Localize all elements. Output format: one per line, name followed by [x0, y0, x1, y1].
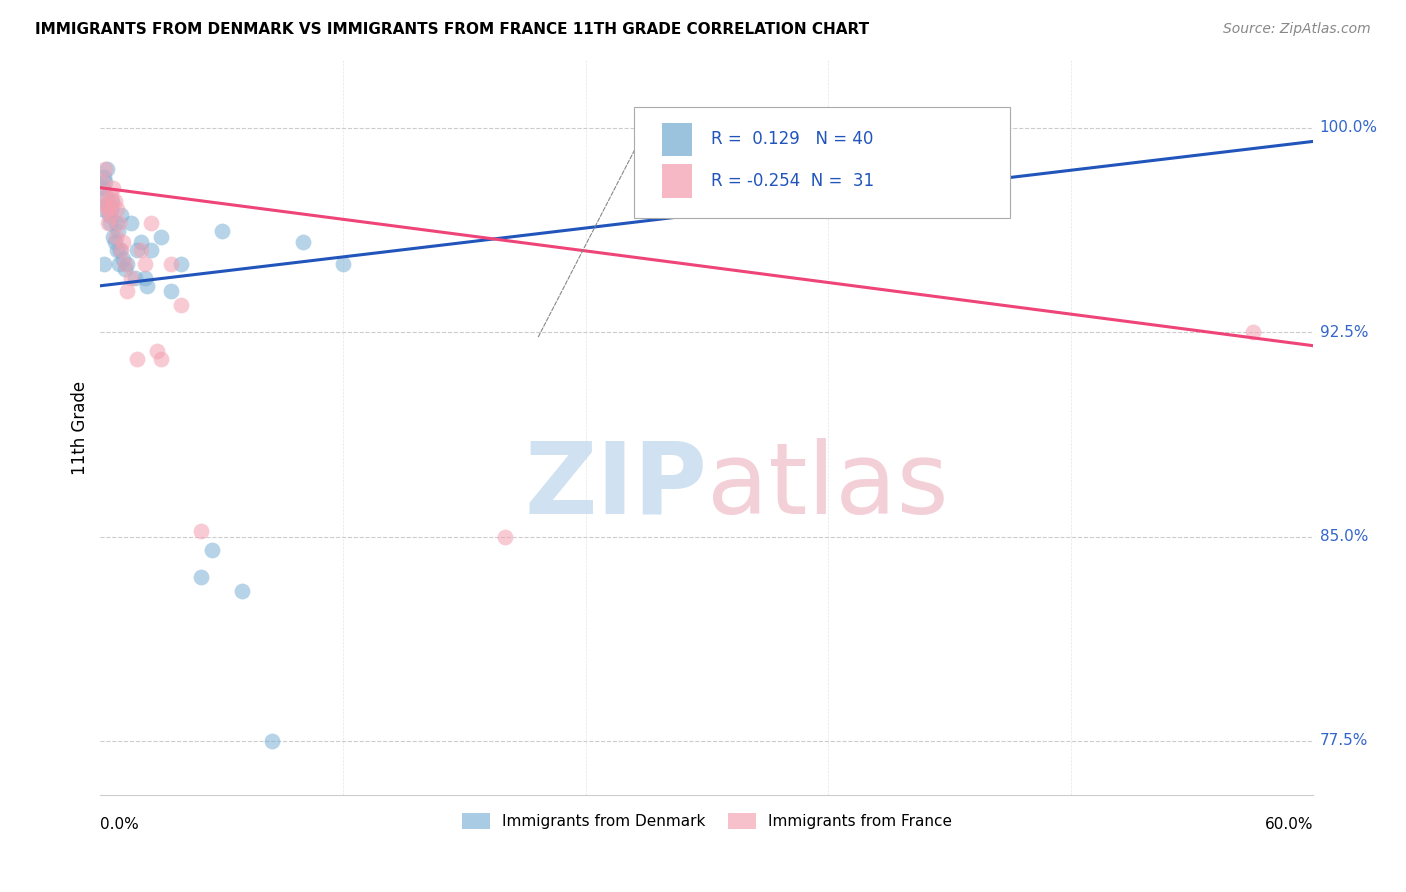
Point [139, 216, 162, 230]
Point [231, 584, 253, 599]
Point [96, 202, 118, 217]
Point [91, 202, 114, 217]
Point [291, 235, 314, 250]
Point [114, 262, 136, 277]
Point [160, 285, 183, 299]
Point [103, 194, 125, 209]
FancyBboxPatch shape [634, 107, 1010, 218]
Point [103, 229, 125, 244]
Point [120, 270, 142, 285]
Point [211, 224, 233, 238]
Point [134, 257, 156, 271]
Text: IMMIGRANTS FROM DENMARK VS IMMIGRANTS FROM FRANCE 11TH GRADE CORRELATION CHART: IMMIGRANTS FROM DENMARK VS IMMIGRANTS FR… [35, 22, 869, 37]
Point [150, 352, 173, 367]
Point [108, 244, 131, 258]
Point [93, 169, 115, 184]
Point [110, 208, 132, 222]
Point [93, 180, 115, 194]
Point [114, 257, 136, 271]
Point [110, 244, 132, 258]
Point [105, 244, 128, 258]
Point [120, 216, 142, 230]
Point [104, 229, 127, 244]
Point [94, 161, 117, 176]
Point [97, 197, 120, 211]
Bar [662, 122, 692, 155]
Point [1241, 325, 1264, 339]
Point [200, 543, 222, 558]
Text: 77.5%: 77.5% [1320, 733, 1368, 748]
Point [103, 180, 125, 194]
Point [111, 235, 134, 250]
Y-axis label: 11th Grade: 11th Grade [72, 380, 89, 475]
Point [129, 235, 152, 250]
Point [146, 344, 169, 359]
Point [96, 197, 118, 211]
Point [98, 208, 121, 222]
Point [96, 189, 118, 203]
Point [115, 257, 138, 271]
Point [115, 285, 138, 299]
Point [135, 278, 157, 293]
Point [107, 216, 129, 230]
Text: Source: ZipAtlas.com: Source: ZipAtlas.com [1223, 22, 1371, 37]
Point [125, 352, 148, 367]
Point [100, 208, 122, 222]
Point [100, 189, 122, 203]
Point [332, 257, 354, 271]
Text: 0.0%: 0.0% [100, 817, 139, 832]
Text: 85.0%: 85.0% [1320, 529, 1368, 544]
Text: atlas: atlas [707, 438, 949, 535]
Point [160, 257, 183, 271]
Point [101, 194, 124, 209]
Point [93, 175, 115, 189]
Point [98, 202, 121, 217]
Point [190, 570, 212, 584]
Point [107, 257, 129, 271]
Point [100, 202, 122, 217]
Text: ZIP: ZIP [524, 438, 707, 535]
Text: R = -0.254  N =  31: R = -0.254 N = 31 [710, 172, 873, 190]
Point [97, 216, 120, 230]
Point [107, 224, 129, 238]
Point [111, 252, 134, 266]
Text: 92.5%: 92.5% [1320, 325, 1368, 340]
Point [105, 202, 128, 217]
Point [190, 524, 212, 538]
Point [101, 197, 124, 211]
Legend: Immigrants from Denmark, Immigrants from France: Immigrants from Denmark, Immigrants from… [456, 807, 957, 836]
Point [125, 244, 148, 258]
Text: 60.0%: 60.0% [1265, 817, 1313, 832]
Point [93, 257, 115, 271]
Bar [662, 164, 692, 197]
Point [139, 244, 162, 258]
Point [100, 216, 122, 230]
Point [494, 529, 516, 543]
Point [262, 734, 284, 748]
Point [170, 298, 193, 312]
Point [96, 161, 118, 176]
Text: R =  0.129   N = 40: R = 0.129 N = 40 [710, 130, 873, 148]
Point [93, 189, 115, 203]
Point [150, 229, 173, 244]
Point [129, 244, 152, 258]
Point [103, 235, 125, 250]
Point [104, 216, 127, 230]
Point [134, 270, 156, 285]
Point [170, 257, 193, 271]
Text: 100.0%: 100.0% [1320, 120, 1378, 136]
Point [94, 175, 117, 189]
Point [124, 270, 146, 285]
